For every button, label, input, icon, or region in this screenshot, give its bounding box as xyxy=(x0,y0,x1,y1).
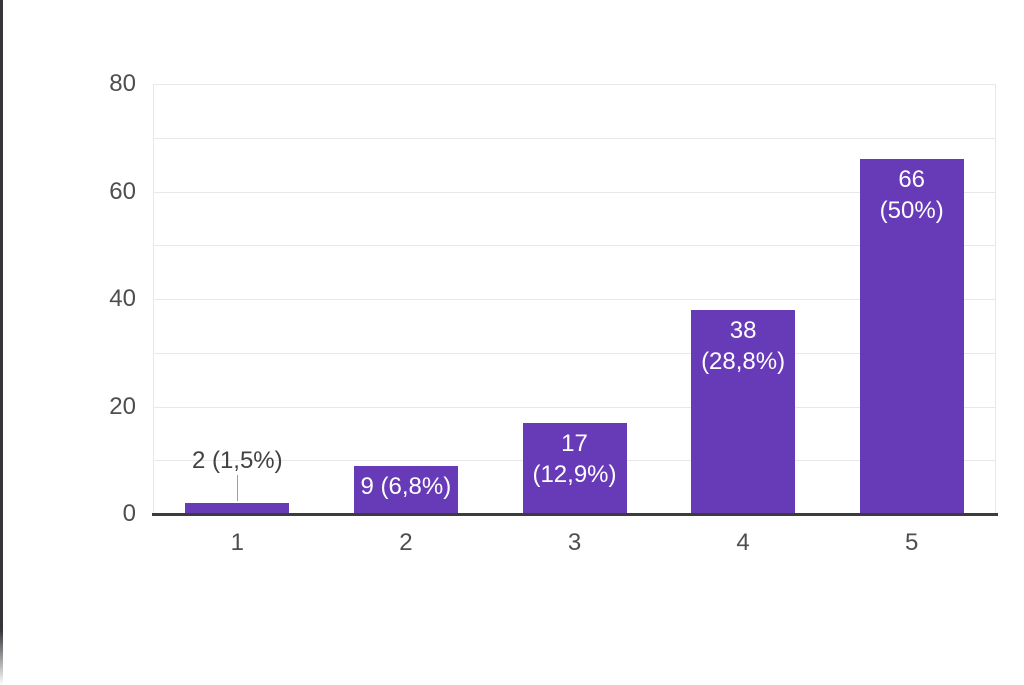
x-axis-category-label-5: 5 xyxy=(905,529,919,556)
bar-value-label-line: (12,9%) xyxy=(532,460,617,488)
gridline-50 xyxy=(153,245,996,247)
bar-category-4 xyxy=(691,309,796,513)
bar-value-label-line: (50%) xyxy=(879,197,944,225)
bar-value-label-line: 66 xyxy=(898,166,926,194)
bar-value-label-line: 9 (6,8%) xyxy=(360,472,452,500)
gridline-20 xyxy=(153,406,996,408)
bar-value-label-line: 2 (1,5%) xyxy=(191,447,283,475)
y-axis-tick-label-60: 60 xyxy=(109,177,136,205)
bar-category-2 xyxy=(353,465,458,513)
bar-category-1 xyxy=(185,503,290,513)
gridline-40 xyxy=(153,299,996,300)
bar-value-label-line: 17 xyxy=(561,429,588,457)
y-axis-tick-label-80: 80 xyxy=(109,70,136,97)
bar-value-label-2: 9 (6,8%) xyxy=(326,471,486,502)
gridline-30 xyxy=(153,352,996,354)
bar-value-label-1: 2 (1,5%) xyxy=(157,445,317,476)
plot-border-right xyxy=(995,84,996,514)
x-axis-category-label-3: 3 xyxy=(567,529,582,556)
y-axis-tick-label-0: 0 xyxy=(122,500,136,527)
bar-category-5 xyxy=(859,159,964,513)
y-axis-tick-label-40: 40 xyxy=(109,285,136,312)
label-callout-line xyxy=(237,475,239,502)
gridline-80 xyxy=(153,84,996,85)
bar-value-label-line: 38 xyxy=(729,316,757,344)
screenshot-edge-line xyxy=(0,0,3,685)
y-axis-tick-label-20: 20 xyxy=(109,392,136,420)
bar-value-label-3: 17 (12,9%) xyxy=(495,428,655,490)
plot-border-left xyxy=(153,84,154,514)
bar-value-label-4: 38 (28,8%) xyxy=(663,315,823,377)
gridline-70 xyxy=(153,137,996,139)
bar-value-label-line: (28,8%) xyxy=(701,347,786,375)
x-axis-category-label-4: 4 xyxy=(736,529,750,556)
bar-category-3 xyxy=(522,422,627,513)
gridline-60 xyxy=(153,191,996,193)
x-axis-baseline xyxy=(152,513,998,516)
bar-value-label-5: 66 (50%) xyxy=(832,164,992,226)
x-axis-category-label-1: 1 xyxy=(230,529,244,556)
x-axis-category-label-2: 2 xyxy=(399,529,413,556)
